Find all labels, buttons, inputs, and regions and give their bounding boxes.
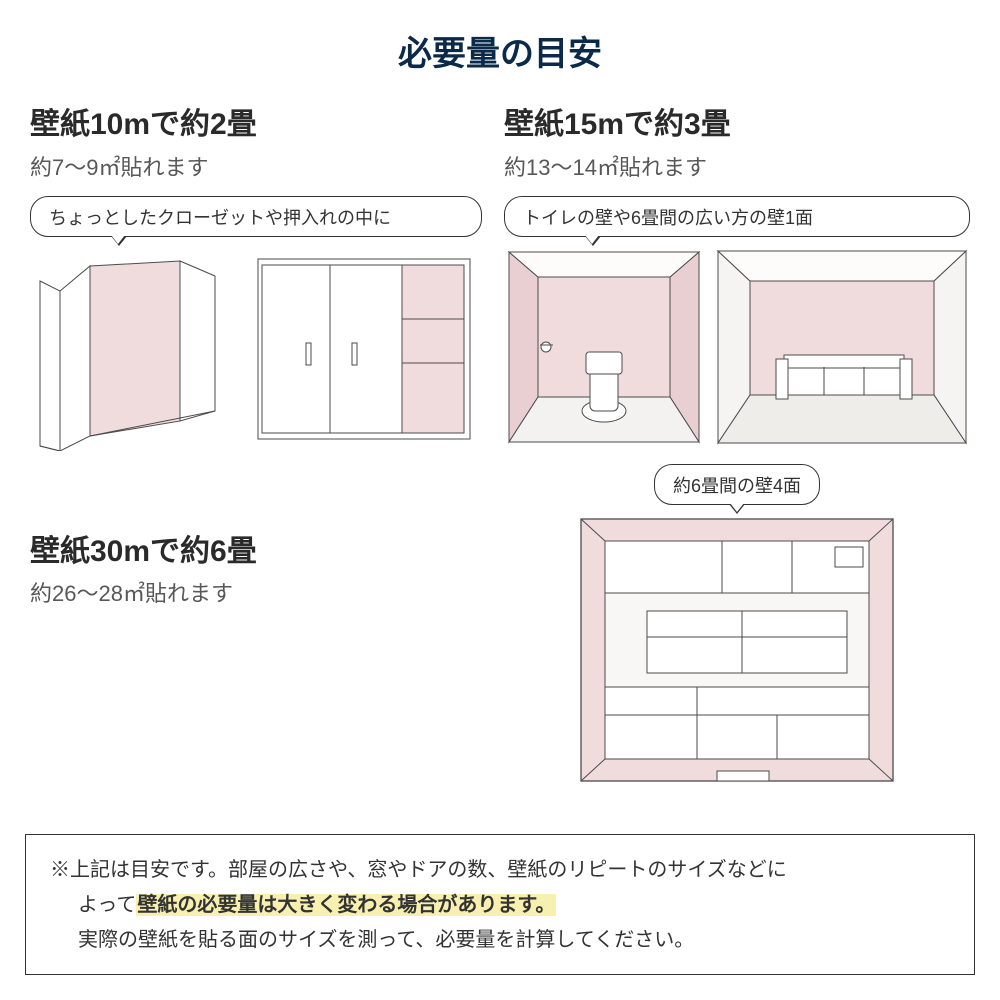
heading-30m: 壁紙30mで約6畳 [30,532,482,573]
subtext-15m: 約13〜14㎡貼れます [504,150,970,182]
bubble-30m: 約6畳間の壁4面 [654,464,820,505]
section-30m-illus: 約6畳間の壁4面 [504,460,970,790]
note-line-1: ※上記は目安です。部屋の広さや、窓やドアの数、壁紙のリピートのサイズなどに [50,853,950,888]
room-sofa-diagram [714,247,970,452]
heading-10m: 壁紙10mで約2畳 [30,105,482,146]
closet-open-diagram [30,251,240,451]
heading-15m: 壁紙15mで約3畳 [504,105,970,146]
bubble-15m: トイレの壁や6畳間の広い方の壁1面 [504,196,970,237]
note-box: ※上記は目安です。部屋の広さや、窓やドアの数、壁紙のリピートのサイズなどに よっ… [25,834,975,975]
bubble-10m: ちょっとしたクローゼットや押入れの中に [30,196,482,237]
page-title: 必要量の目安 [0,0,1000,75]
section-30m-text: 壁紙30mで約6畳 約26〜28㎡貼れます [30,460,482,790]
section-10m: 壁紙10mで約2畳 約7〜9㎡貼れます ちょっとしたクローゼットや押入れの中に [30,105,482,452]
note-highlight: 壁紙の必要量は大きく変わる場合があります。 [136,894,556,916]
note-line-3: 実際の壁紙を貼る面のサイズを測って、必要量を計算してください。 [50,923,950,958]
note-line-2: よって壁紙の必要量は大きく変わる場合があります。 [50,888,950,923]
subtext-10m: 約7〜9㎡貼れます [30,150,482,182]
closet-sliding-diagram [250,251,480,451]
subtext-30m: 約26〜28㎡貼れます [30,576,482,608]
toilet-room-diagram [504,247,704,452]
note-line-2a: よって [78,894,136,916]
room-6jo-diagram [577,515,897,790]
section-15m: 壁紙15mで約3畳 約13〜14㎡貼れます トイレの壁や6畳間の広い方の壁1面 [504,105,970,452]
